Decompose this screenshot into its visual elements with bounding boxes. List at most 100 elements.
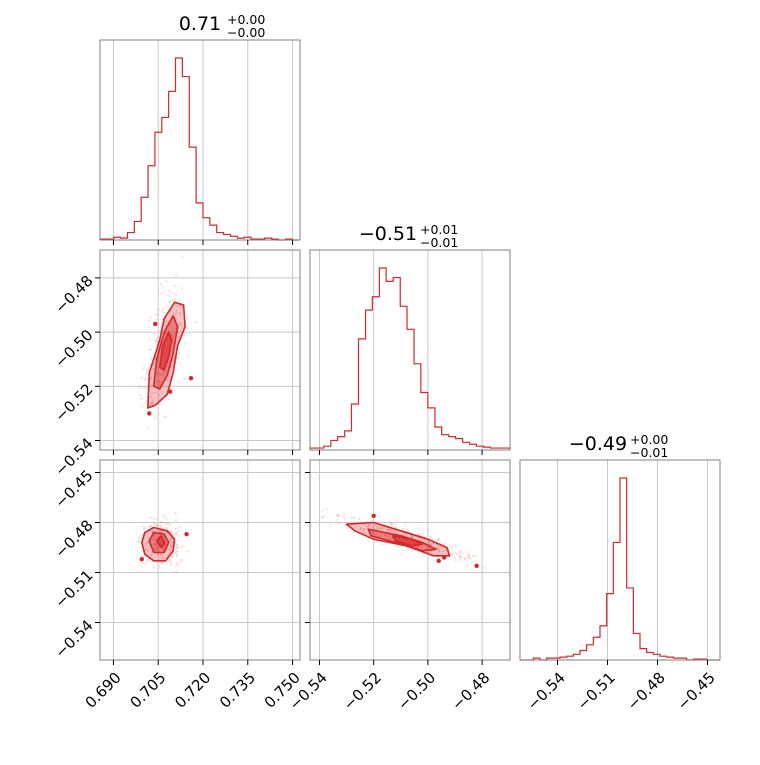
scatter-point [161, 285, 164, 288]
title-param-0: 0.71 [179, 13, 221, 35]
scatter-point [153, 547, 156, 550]
scatter-point [402, 548, 406, 552]
scatter-point [161, 374, 165, 377]
scatter-point [157, 394, 161, 397]
scatter-point [146, 536, 150, 539]
scatter-point [152, 369, 155, 373]
scatter-point [159, 561, 162, 565]
scatter-point [169, 322, 172, 325]
y-tick-label: −0.51 [51, 566, 96, 611]
scatter-point [165, 280, 168, 283]
scatter-point [150, 376, 153, 379]
scatter-point [144, 562, 147, 565]
scatter-point [147, 558, 150, 561]
scatter-point [156, 336, 159, 340]
scatter-point [194, 321, 198, 324]
scatter-point [160, 282, 163, 286]
scatter-point [149, 372, 153, 376]
scatter-point [162, 372, 165, 375]
scatter-point [402, 527, 405, 530]
x-tick-label: 0.705 [126, 669, 169, 712]
scatter-point [359, 528, 362, 531]
scatter-point [416, 545, 419, 548]
scatter-point [148, 338, 151, 341]
scatter-point [374, 532, 378, 535]
scatter-point [467, 557, 470, 560]
scatter-point [151, 402, 155, 405]
scatter-point [450, 546, 454, 549]
scatter-point [454, 559, 457, 562]
scatter-point [385, 528, 388, 531]
scatter-point [150, 376, 153, 379]
scatter-point [154, 313, 158, 316]
scatter-point [358, 517, 361, 520]
scatter-point [149, 553, 152, 556]
scatter-point [388, 528, 391, 532]
scatter-point [360, 527, 363, 530]
scatter-point [170, 544, 173, 547]
scatter-point [181, 305, 184, 309]
scatter-point [151, 345, 154, 348]
scatter-point [180, 287, 183, 290]
scatter-point [376, 533, 379, 536]
scatter-point [149, 404, 152, 407]
scatter-point [371, 526, 374, 529]
scatter-point [166, 379, 169, 382]
scatter-point [145, 540, 148, 544]
scatter-point [411, 535, 414, 538]
scatter-point [338, 522, 341, 525]
scatter-point [186, 354, 189, 357]
scatter-point [138, 385, 141, 388]
contour-level-3 [155, 534, 166, 549]
title-param-0-minus: −0.00 [227, 25, 265, 40]
scatter-point [411, 535, 414, 539]
scatter-point [438, 545, 442, 548]
scatter-point [155, 517, 158, 521]
histogram-param-1 [309, 267, 511, 450]
scatter-point [175, 543, 178, 546]
scatter-point [164, 526, 167, 530]
scatter-point [459, 555, 462, 558]
scatter-point [436, 553, 439, 556]
scatter-point [173, 299, 176, 302]
scatter-point [165, 320, 168, 323]
scatter-point [381, 543, 384, 546]
scatter-point [149, 348, 152, 351]
scatter-point [152, 535, 155, 538]
scatter-point [141, 549, 144, 552]
scatter-point [175, 562, 178, 565]
histogram-param-0 [99, 57, 300, 241]
scatter-point [172, 338, 175, 342]
scatter-point [442, 550, 445, 553]
scatter-point [400, 552, 403, 555]
scatter-points-1 [137, 511, 189, 573]
scatter-point [437, 539, 440, 542]
scatter-point [151, 530, 154, 533]
scatter-point [146, 427, 149, 430]
scatter-point [149, 395, 152, 399]
scatter-point [142, 525, 145, 528]
scatter-point [374, 523, 377, 527]
scatter-point [428, 540, 431, 544]
scatter-point [169, 561, 172, 565]
scatter-point [164, 332, 167, 335]
scatter-point [154, 523, 157, 526]
outlier-point [147, 411, 152, 416]
scatter-point [418, 533, 421, 536]
outlier-point [188, 375, 194, 381]
scatter-point [141, 533, 144, 536]
scatter-point [165, 369, 168, 372]
scatter-point [176, 549, 179, 553]
scatter-point [154, 339, 157, 342]
title-param-2: −0.49 [569, 433, 627, 455]
scatter-point [344, 523, 347, 526]
scatter-point [157, 547, 160, 550]
scatter-point [463, 558, 466, 561]
scatter-point [375, 527, 378, 531]
scatter-point [169, 531, 172, 534]
scatter-point [155, 542, 158, 545]
scatter-point [153, 521, 156, 525]
scatter-point [382, 528, 385, 531]
scatter-point [369, 523, 372, 527]
